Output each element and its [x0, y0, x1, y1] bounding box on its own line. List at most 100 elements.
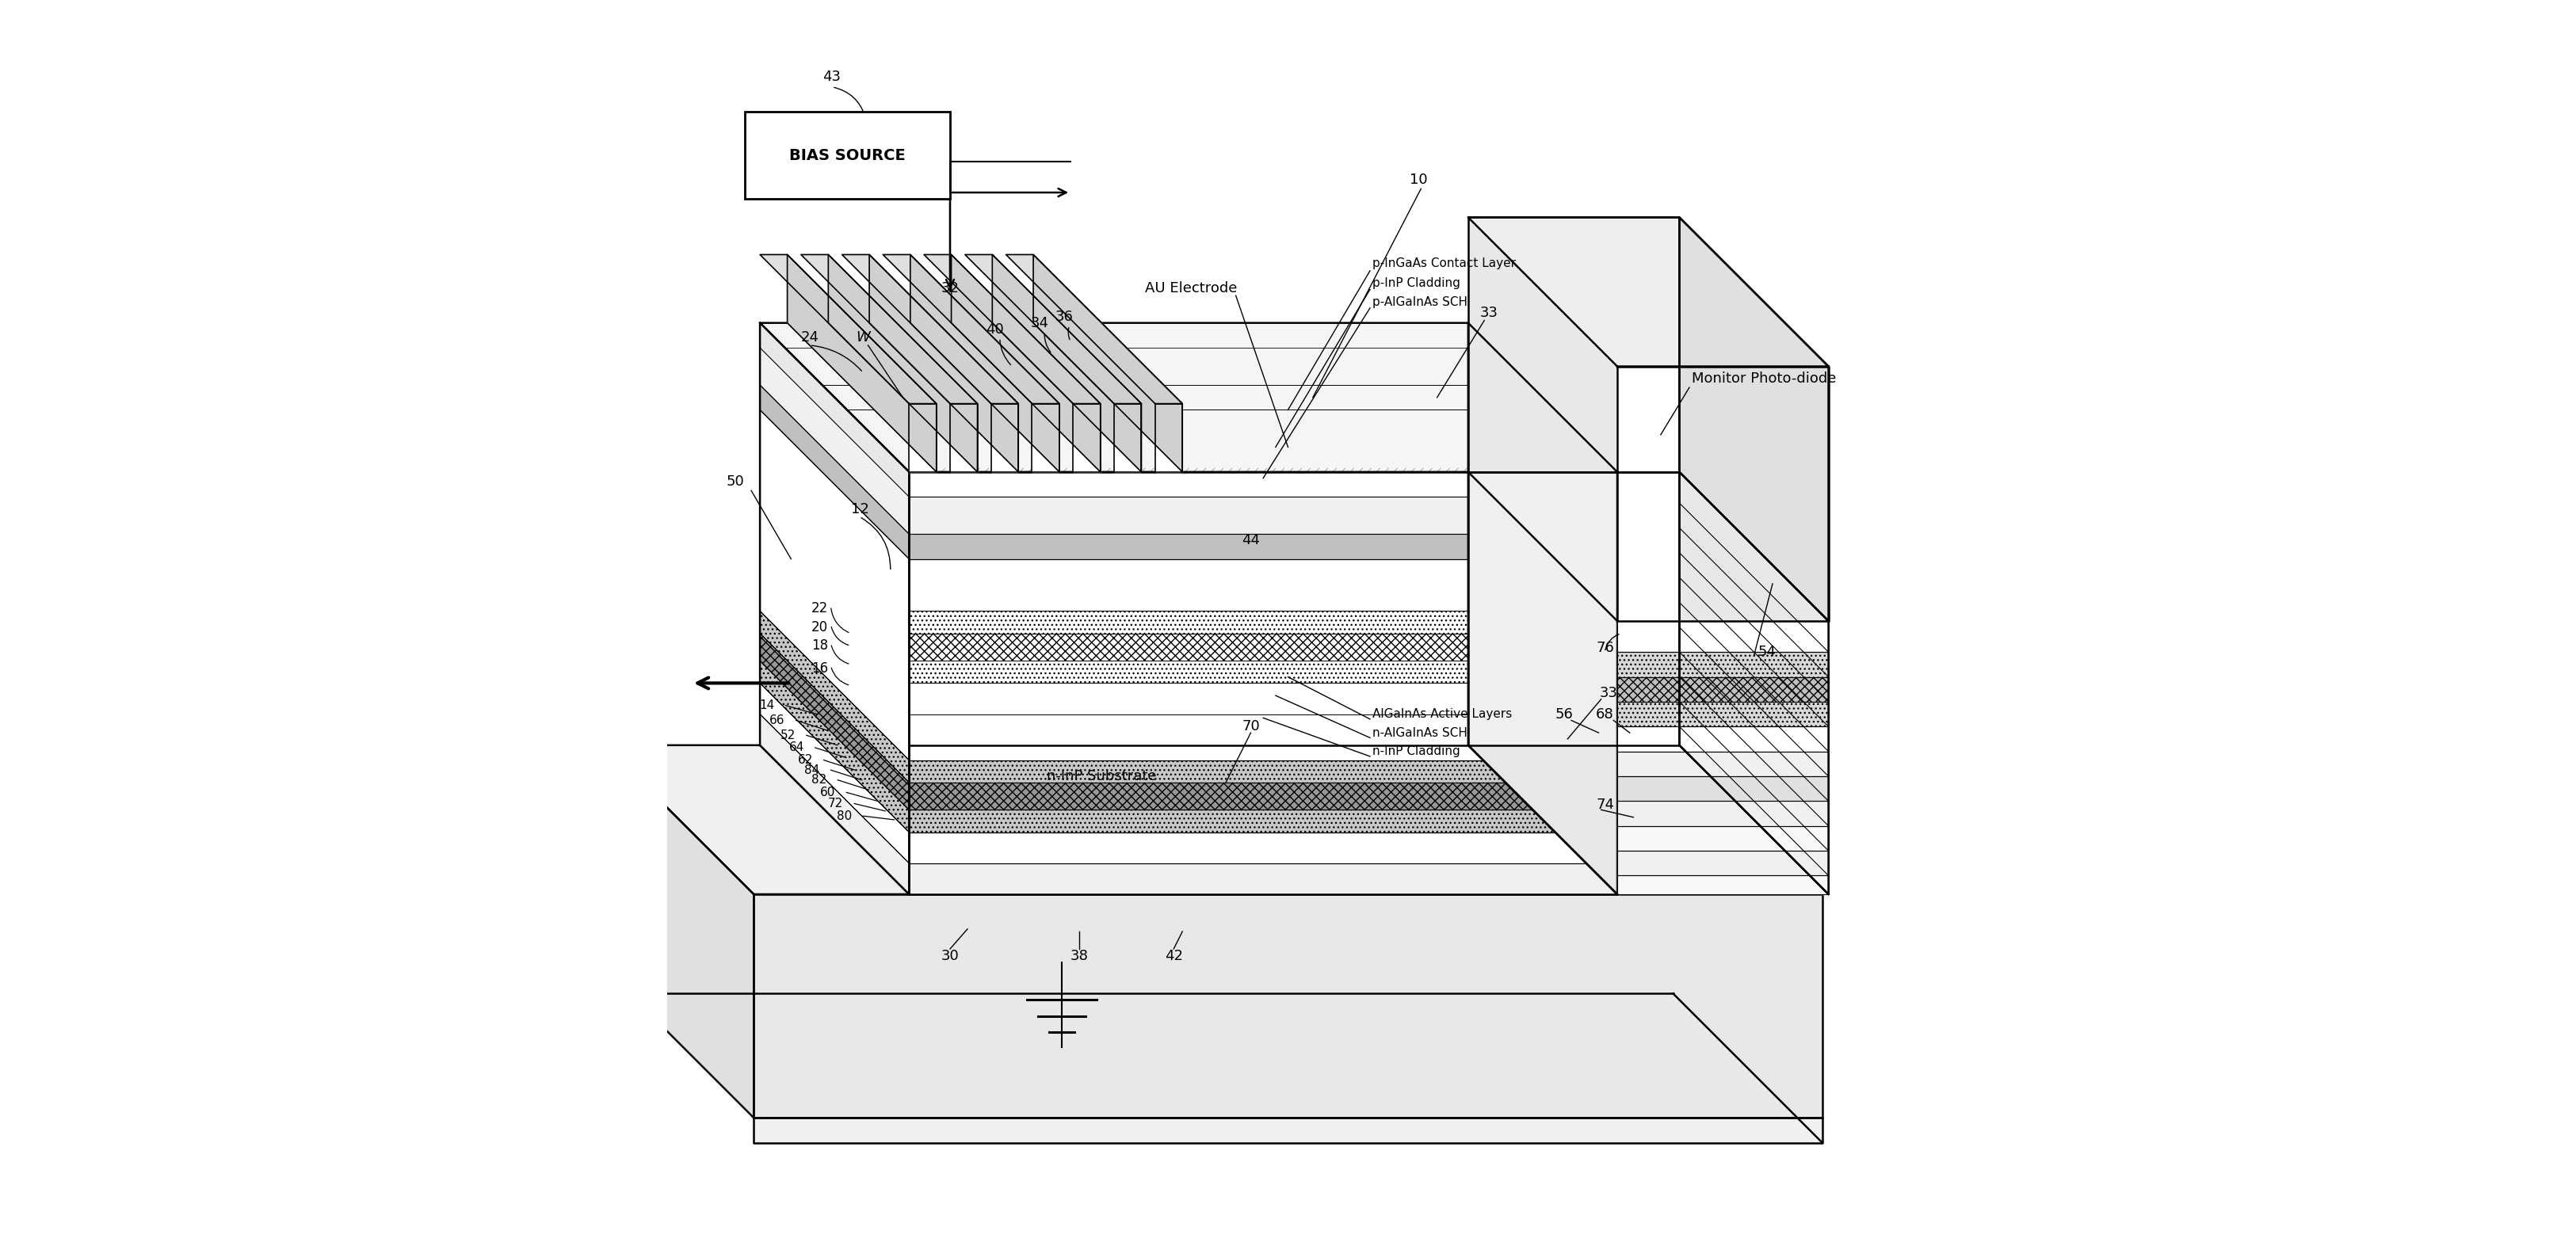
Polygon shape [760, 323, 909, 894]
Polygon shape [1618, 776, 1829, 801]
Text: 10: 10 [1409, 173, 1427, 188]
Text: 60: 60 [819, 786, 835, 799]
Text: 40: 40 [987, 322, 1005, 337]
Polygon shape [1033, 255, 1182, 472]
Polygon shape [1618, 801, 1829, 826]
Text: 42: 42 [1164, 949, 1182, 964]
Text: n-InP Cladding: n-InP Cladding [1373, 745, 1461, 758]
Polygon shape [925, 255, 1100, 404]
Polygon shape [909, 782, 1618, 810]
Polygon shape [1468, 217, 1829, 366]
Polygon shape [760, 661, 909, 832]
Polygon shape [1618, 826, 1829, 851]
Polygon shape [760, 323, 1618, 472]
Text: 14: 14 [760, 699, 775, 712]
Polygon shape [605, 745, 755, 1118]
Text: 36: 36 [1056, 309, 1074, 324]
Polygon shape [760, 385, 909, 559]
Polygon shape [909, 534, 1618, 559]
Text: 16: 16 [811, 661, 829, 676]
Text: 18: 18 [811, 638, 829, 653]
Polygon shape [1468, 217, 1680, 472]
Polygon shape [605, 745, 1821, 894]
Polygon shape [755, 1118, 1821, 1143]
Text: AU Electrode: AU Electrode [1146, 281, 1236, 296]
Polygon shape [909, 832, 1618, 863]
Text: 72: 72 [827, 797, 842, 810]
Polygon shape [1468, 323, 1618, 894]
Polygon shape [1618, 652, 1829, 677]
Text: 84: 84 [804, 764, 819, 776]
Text: 33: 33 [1600, 686, 1618, 700]
Text: 52: 52 [781, 729, 796, 741]
Text: 30: 30 [940, 949, 958, 964]
Polygon shape [760, 714, 909, 894]
Text: 44: 44 [1242, 533, 1260, 548]
Polygon shape [1680, 472, 1829, 894]
Polygon shape [868, 255, 1018, 472]
Text: 56: 56 [1556, 707, 1574, 722]
Polygon shape [1007, 255, 1182, 404]
Text: 50: 50 [726, 474, 744, 489]
Polygon shape [966, 255, 1141, 404]
Polygon shape [992, 404, 1018, 472]
Text: 80: 80 [837, 810, 853, 822]
Text: 82: 82 [811, 774, 827, 786]
Polygon shape [760, 714, 1468, 745]
Text: 76: 76 [1597, 641, 1615, 656]
Text: 43: 43 [822, 70, 842, 84]
Polygon shape [1618, 366, 1829, 621]
Polygon shape [992, 255, 1141, 472]
Polygon shape [1618, 727, 1829, 751]
Polygon shape [1618, 876, 1829, 894]
Polygon shape [760, 348, 909, 534]
Polygon shape [788, 255, 938, 472]
Text: BIAS SOURCE: BIAS SOURCE [788, 148, 907, 163]
Polygon shape [909, 404, 938, 472]
Text: 22: 22 [811, 601, 829, 616]
Polygon shape [760, 385, 1468, 410]
Polygon shape [760, 410, 909, 760]
Polygon shape [1618, 751, 1829, 776]
Polygon shape [1154, 404, 1182, 472]
Text: 70: 70 [1242, 719, 1260, 734]
Polygon shape [1074, 404, 1100, 472]
Polygon shape [1113, 404, 1141, 472]
Polygon shape [951, 255, 1100, 472]
Polygon shape [760, 683, 909, 863]
Text: p-InP Cladding: p-InP Cladding [1373, 277, 1461, 289]
Polygon shape [842, 255, 1018, 404]
Text: 54: 54 [1757, 645, 1775, 660]
Text: 66: 66 [770, 714, 786, 727]
Polygon shape [760, 323, 1468, 745]
Polygon shape [1618, 621, 1829, 652]
Polygon shape [801, 255, 976, 404]
Polygon shape [1468, 472, 1680, 745]
Polygon shape [760, 348, 1468, 385]
Text: 32: 32 [940, 281, 958, 296]
Polygon shape [1618, 702, 1829, 727]
Polygon shape [1680, 217, 1829, 621]
Text: AlGaInAs Active Layers: AlGaInAs Active Layers [1373, 708, 1512, 720]
Polygon shape [760, 633, 909, 810]
Bar [744, 112, 951, 199]
Polygon shape [760, 410, 1468, 611]
Text: 24: 24 [801, 330, 819, 345]
Polygon shape [909, 497, 1618, 534]
Text: p-InGaAs Contact Layer: p-InGaAs Contact Layer [1373, 257, 1515, 270]
Text: 62: 62 [799, 754, 814, 766]
Text: Monitor Photo-diode: Monitor Photo-diode [1692, 371, 1837, 386]
Polygon shape [909, 255, 1059, 472]
Polygon shape [829, 255, 976, 472]
Polygon shape [760, 633, 1468, 661]
Text: 68: 68 [1595, 707, 1613, 722]
Text: 33: 33 [1481, 306, 1499, 320]
Polygon shape [1033, 404, 1059, 472]
Polygon shape [760, 611, 909, 782]
Polygon shape [909, 760, 1618, 782]
Text: 20: 20 [811, 620, 829, 635]
Text: n-InP Substrate: n-InP Substrate [1046, 769, 1157, 784]
Text: 34: 34 [1030, 315, 1048, 330]
Text: 74: 74 [1597, 797, 1615, 812]
Polygon shape [760, 255, 938, 404]
